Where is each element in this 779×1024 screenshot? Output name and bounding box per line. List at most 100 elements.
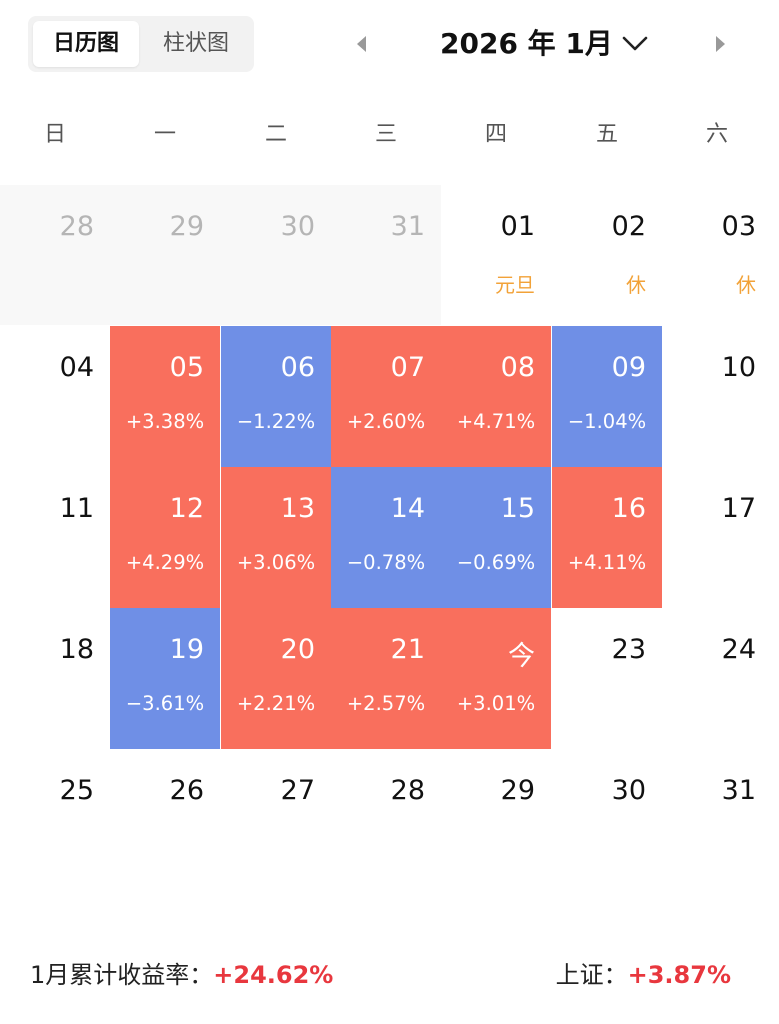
day-number: 31: [721, 775, 756, 806]
calendar-day-cell[interactable]: 17: [662, 467, 772, 608]
calendar-day-cell[interactable]: 26: [110, 749, 220, 890]
prev-month-icon[interactable]: [350, 32, 374, 56]
day-number: 23: [611, 634, 646, 665]
calendar-day-cell[interactable]: 21 +2.57%: [331, 608, 441, 749]
calendar-day-cell[interactable]: 08 +4.71%: [441, 326, 551, 467]
calendar-day-cell[interactable]: 02 休: [552, 185, 662, 326]
day-number: 26: [169, 775, 204, 806]
weekday-label: 一: [153, 122, 176, 147]
day-number: 03: [721, 211, 756, 242]
day-return: −1.04%: [567, 410, 647, 433]
day-return: −1.22%: [236, 410, 316, 433]
day-number: 11: [59, 493, 94, 524]
calendar-day-cell[interactable]: 30: [221, 185, 331, 326]
calendar-day-cell[interactable]: 27: [221, 749, 331, 890]
day-number: 07: [390, 352, 425, 383]
calendar-day-cell[interactable]: 05 +3.38%: [110, 326, 220, 467]
day-number: 06: [280, 352, 315, 383]
day-return: +4.11%: [567, 551, 647, 574]
calendar-day-cell[interactable]: 29: [441, 749, 551, 890]
day-number: 29: [169, 211, 204, 242]
day-number: 25: [59, 775, 94, 806]
calendar-day-cell[interactable]: 31: [662, 749, 772, 890]
day-return: −3.61%: [125, 692, 205, 715]
calendar-day-cell[interactable]: 31: [331, 185, 441, 326]
calendar-day-cell[interactable]: 13 +3.06%: [221, 467, 331, 608]
day-number: 21: [390, 634, 425, 665]
calendar-day-cell[interactable]: 15 −0.69%: [441, 467, 551, 608]
weekday-label: 日: [43, 122, 66, 147]
index-return-label: 上证：: [555, 961, 628, 989]
day-number: 今: [508, 641, 535, 672]
day-number: 18: [59, 634, 94, 665]
calendar-day-cell[interactable]: 10: [662, 326, 772, 467]
calendar-day-cell[interactable]: 19 −3.61%: [110, 608, 220, 749]
month-return-value: +24.62%: [213, 961, 334, 989]
holiday-label: 休: [626, 273, 646, 297]
day-number: 27: [280, 775, 315, 806]
calendar-day-cell[interactable]: 09 −1.04%: [552, 326, 662, 467]
calendar-day-cell[interactable]: 25: [0, 749, 110, 890]
view-toggle: 日历图 柱状图: [28, 16, 254, 72]
day-number: 31: [390, 211, 425, 242]
day-number: 01: [500, 211, 535, 242]
weekday-label: 四: [484, 122, 507, 147]
day-number: 14: [390, 493, 425, 524]
day-number: 28: [390, 775, 425, 806]
calendar-day-cell[interactable]: 24: [662, 608, 772, 749]
day-number: 08: [500, 352, 535, 383]
month-title[interactable]: 2026 年 1月: [440, 27, 613, 60]
day-return: +4.29%: [125, 551, 205, 574]
calendar-day-cell[interactable]: 04: [0, 326, 110, 467]
calendar-day-cell[interactable]: 03 休: [662, 185, 772, 326]
day-number: 28: [59, 211, 94, 242]
calendar-day-cell[interactable]: 12 +4.29%: [110, 467, 220, 608]
day-number: 29: [500, 775, 535, 806]
next-month-icon[interactable]: [708, 32, 732, 56]
day-number: 13: [280, 493, 315, 524]
calendar-day-cell[interactable]: 07 +2.60%: [331, 326, 441, 467]
holiday-label: 休: [736, 273, 756, 297]
calendar-day-cell[interactable]: 29: [110, 185, 220, 326]
chevron-down-icon[interactable]: [620, 30, 650, 58]
calendar-day-cell[interactable]: 18: [0, 608, 110, 749]
calendar-day-cell[interactable]: 28: [0, 185, 110, 326]
day-number: 09: [611, 352, 646, 383]
calendar-day-cell[interactable]: 01 元旦: [441, 185, 551, 326]
calendar-day-cell[interactable]: 23: [552, 608, 662, 749]
day-number: 19: [169, 634, 204, 665]
calendar-day-cell[interactable]: 06 −1.22%: [221, 326, 331, 467]
index-return-summary: 上证：+3.87%: [556, 955, 731, 990]
calendar-day-cell[interactable]: 14 −0.78%: [331, 467, 441, 608]
day-number: 04: [59, 352, 94, 383]
day-return: −0.69%: [456, 551, 536, 574]
day-return: +2.57%: [346, 692, 426, 715]
calendar-day-cell[interactable]: 11: [0, 467, 110, 608]
day-number: 30: [611, 775, 646, 806]
day-number: 02: [611, 211, 646, 242]
calendar-day-cell[interactable]: 16 +4.11%: [552, 467, 662, 608]
day-return: +3.06%: [236, 551, 316, 574]
day-return: +2.21%: [236, 692, 316, 715]
bar-chart-view-tab[interactable]: 柱状图: [162, 31, 229, 56]
month-return-label: 1月累计收益率：: [30, 961, 214, 989]
calendar-view-tab[interactable]: 日历图: [33, 21, 139, 67]
day-number: 10: [721, 352, 756, 383]
weekday-label: 二: [264, 122, 287, 147]
day-number: 20: [280, 634, 315, 665]
holiday-label: 元旦: [495, 273, 535, 297]
day-number: 17: [721, 493, 756, 524]
day-return: +3.01%: [456, 692, 536, 715]
calendar-day-cell[interactable]: 今 +3.01%: [441, 608, 551, 749]
day-return: +2.60%: [346, 410, 426, 433]
day-number: 05: [169, 352, 204, 383]
calendar-day-cell[interactable]: 28: [331, 749, 441, 890]
calendar-day-cell[interactable]: 30: [552, 749, 662, 890]
day-number: 30: [280, 211, 315, 242]
weekday-label: 五: [595, 122, 618, 147]
day-number: 16: [611, 493, 646, 524]
previous-month-shade: [0, 185, 441, 325]
calendar-day-cell[interactable]: 20 +2.21%: [221, 608, 331, 749]
day-return: +4.71%: [456, 410, 536, 433]
day-number: 12: [169, 493, 204, 524]
